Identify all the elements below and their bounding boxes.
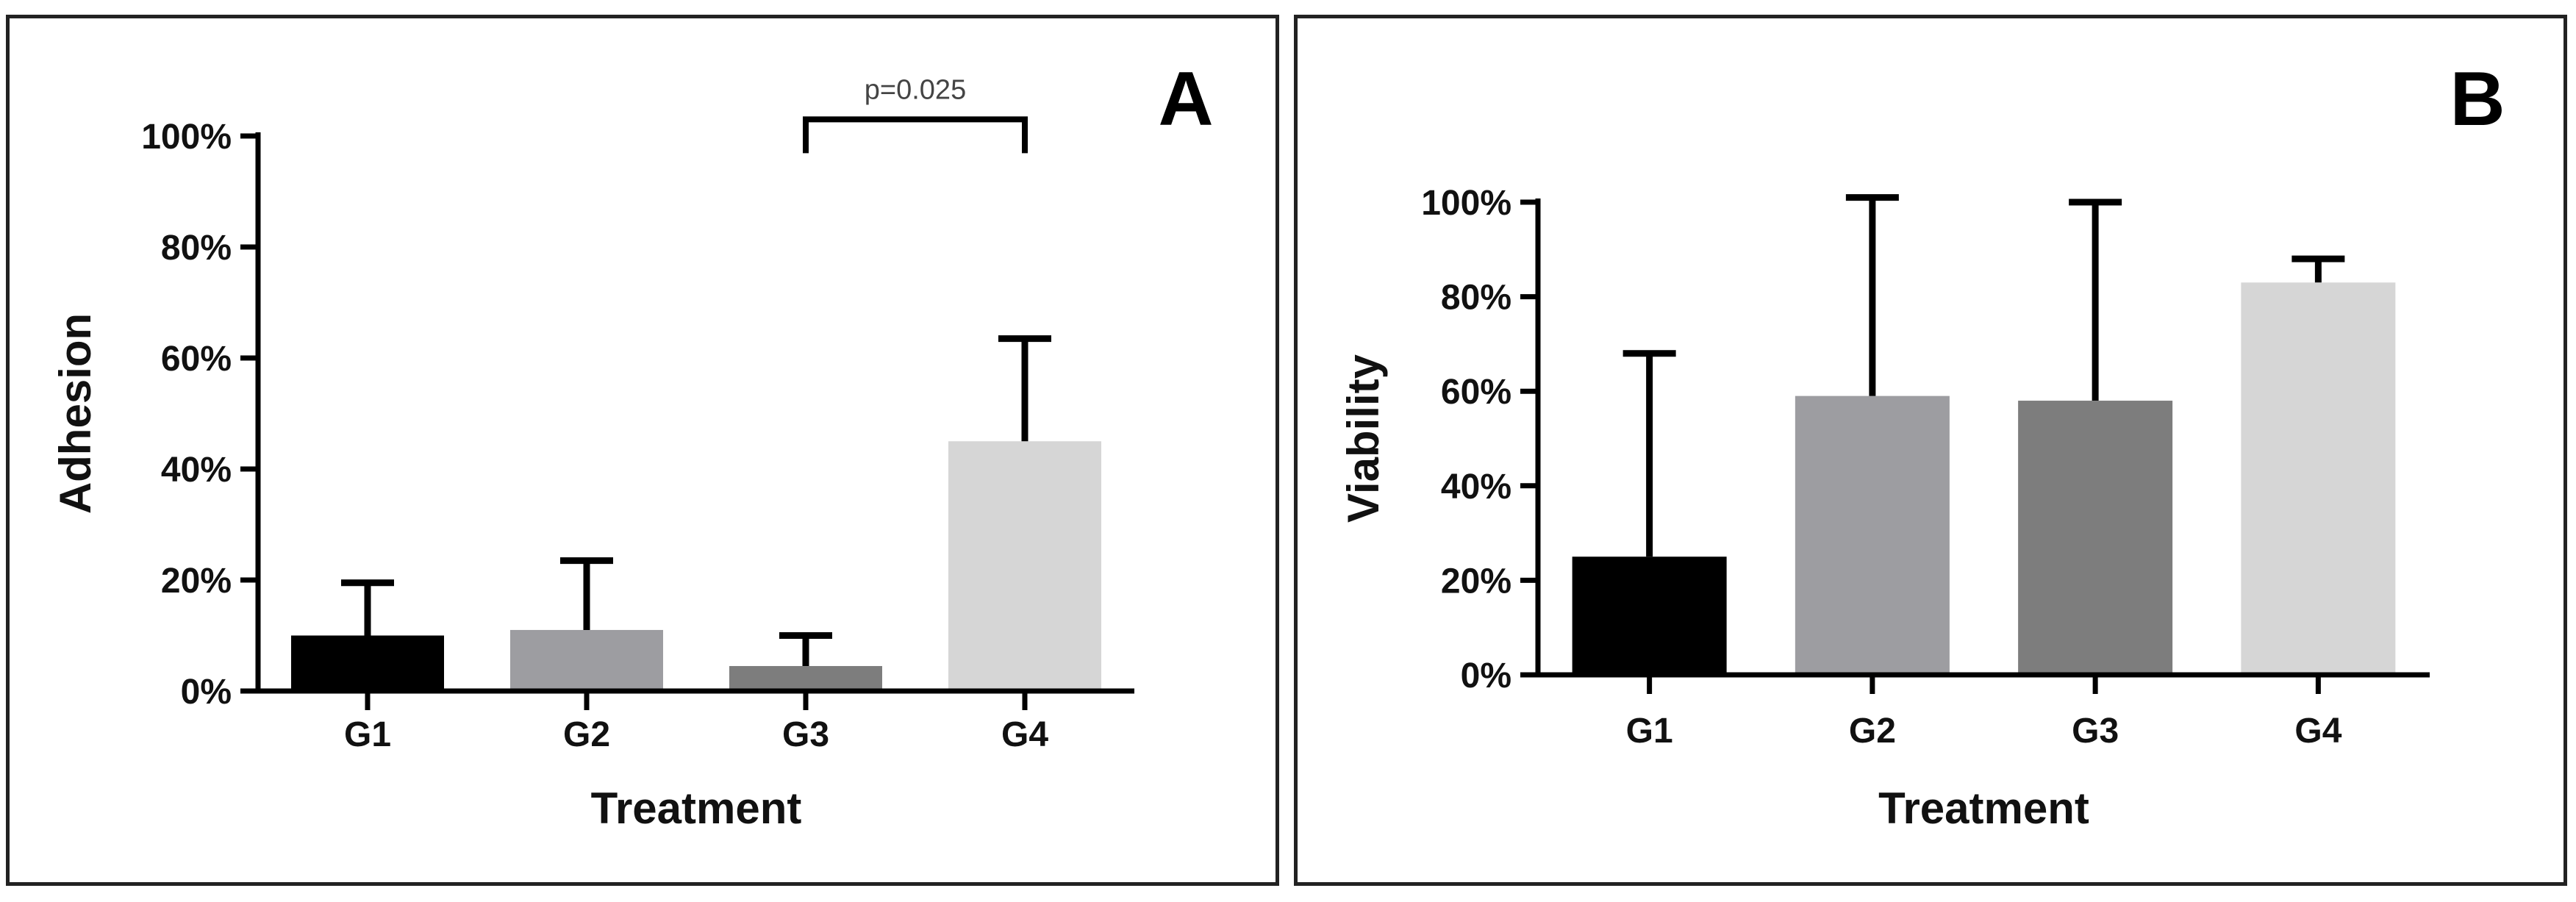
x-tick-label: G2 bbox=[1849, 712, 1896, 751]
x-axis-title: Treatment bbox=[1878, 784, 2089, 833]
x-tick-label: G4 bbox=[1001, 715, 1048, 754]
x-tick-label: G3 bbox=[2072, 712, 2119, 751]
panel-a: 0% 20% 40% 60% 80% 100% G1 G2 G3 G4 Treatment Adhes… bbox=[6, 15, 1279, 886]
bar-g4 bbox=[2241, 282, 2396, 675]
y-tick-label: 80% bbox=[1441, 279, 1511, 318]
bar-g3 bbox=[2018, 401, 2173, 675]
bar-g2 bbox=[1795, 395, 1950, 675]
x-tick-label: G3 bbox=[782, 715, 829, 754]
y-tick-label: 0% bbox=[1461, 656, 1511, 695]
bar-g2 bbox=[510, 629, 663, 691]
y-tick-label: 100% bbox=[141, 118, 232, 157]
x-tick-label: G1 bbox=[344, 715, 391, 754]
x-axis-title: Treatment bbox=[591, 784, 802, 833]
x-tick-label: G1 bbox=[1626, 712, 1673, 751]
x-tick-label: G2 bbox=[563, 715, 610, 754]
bar-g1 bbox=[1572, 556, 1727, 675]
panel-letter: A bbox=[1158, 57, 1213, 142]
bar-g1 bbox=[291, 635, 444, 691]
significance-bracket bbox=[803, 116, 1028, 154]
adhesion-chart: 0% 20% 40% 60% 80% 100% G1 G2 G3 G4 Treatment Adhes… bbox=[51, 57, 1214, 833]
panel-b: 0% 20% 40% 60% 80% 100% G1 G2 G3 G4 Treatment Viabi… bbox=[1294, 15, 2567, 886]
y-tick-label: 0% bbox=[181, 673, 232, 712]
y-tick-label: 100% bbox=[1421, 184, 1511, 223]
panel-letter: B bbox=[2450, 57, 2505, 142]
y-axis-title: Viability bbox=[1339, 354, 1388, 523]
bar-g4 bbox=[948, 441, 1101, 691]
y-tick-label: 40% bbox=[1441, 468, 1511, 507]
y-axis-title: Adhesion bbox=[51, 313, 100, 514]
y-tick-label: 40% bbox=[161, 451, 232, 490]
x-tick-label: G4 bbox=[2294, 712, 2341, 751]
viability-chart: 0% 20% 40% 60% 80% 100% G1 G2 G3 G4 Treatment Viabi… bbox=[1339, 57, 2505, 833]
y-tick-label: 60% bbox=[1441, 373, 1511, 412]
y-tick-label: 20% bbox=[1441, 562, 1511, 601]
y-tick-label: 60% bbox=[161, 340, 232, 379]
bar-g3 bbox=[729, 666, 882, 691]
p-value-label: p=0.025 bbox=[865, 74, 966, 105]
y-tick-label: 20% bbox=[161, 562, 232, 601]
y-tick-label: 80% bbox=[161, 229, 232, 268]
